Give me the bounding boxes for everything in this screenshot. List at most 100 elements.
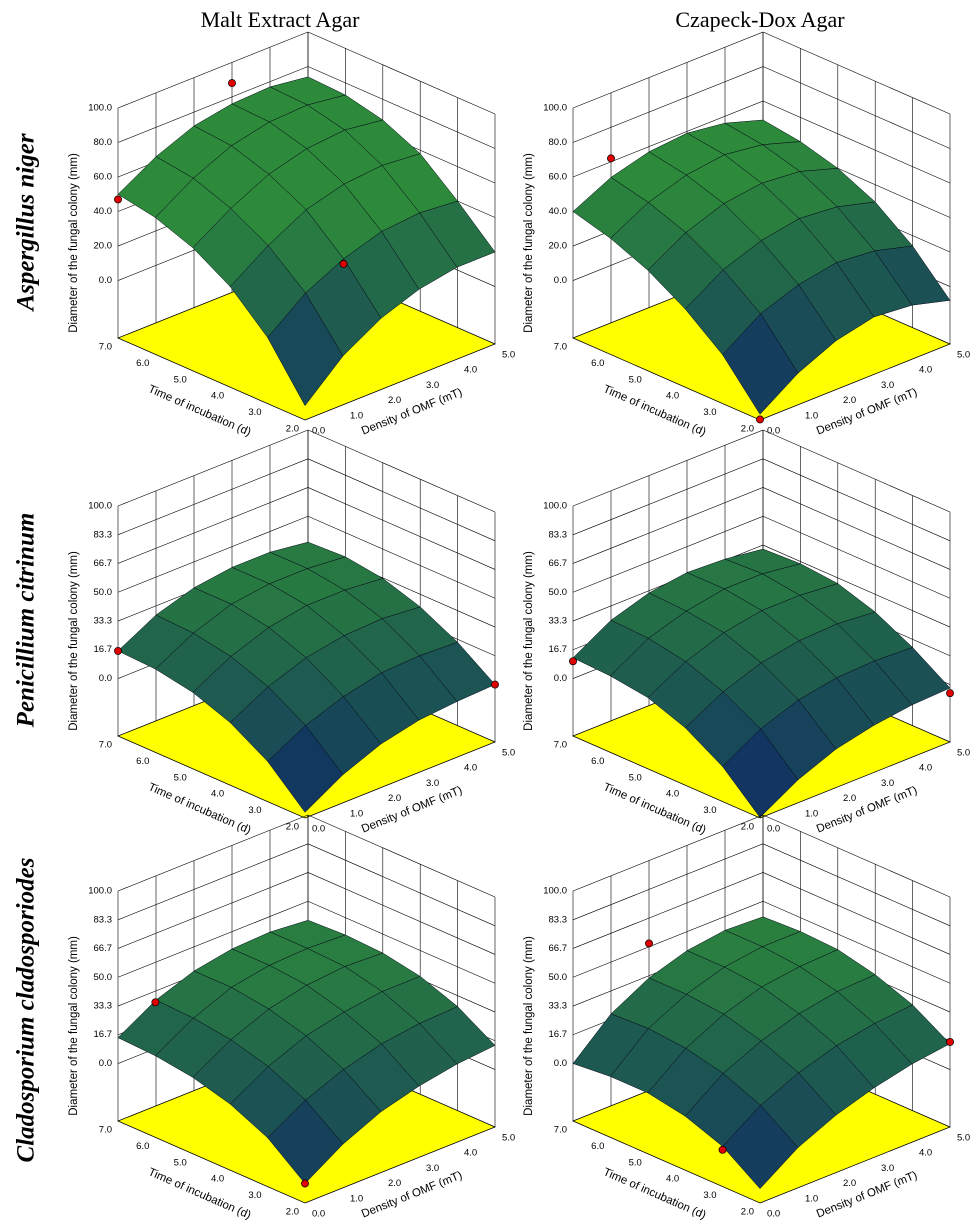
y-tick-label: 6.0 [591,756,604,767]
grid-line [307,429,496,513]
design-point [718,1145,727,1154]
x-tick-label: 4.0 [464,365,477,376]
z-tick-label: 20.0 [549,241,568,252]
grid-line [117,872,309,949]
x-tick-label: 4.0 [919,365,932,376]
z-tick-label: 16.7 [94,1029,113,1040]
row-title: Aspergillus niger [13,133,40,312]
x-tick-label: 1.0 [350,1193,363,1204]
x-tick-label: 5.0 [502,350,515,361]
z-tick-label: 50.0 [94,587,113,598]
y-tick-label: 5.0 [174,772,187,783]
y-tick-label: 3.0 [248,407,261,418]
x-tick-label: 4.0 [919,1148,932,1159]
grid-line [572,487,764,564]
z-tick-label: 0.0 [554,1058,567,1069]
y-tick-label: 6.0 [591,1141,604,1152]
z-axis-title: Diameter of the fungal colony (mm) [68,153,80,333]
y-tick-label: 7.0 [99,342,112,353]
design-point [569,657,577,666]
z-tick-label: 80.0 [94,137,113,148]
grid-line [117,458,309,536]
x-tick-label: 4.0 [919,763,932,774]
grid-line [117,814,309,892]
z-axis-title: Diameter of the fungal colony (mm) [523,551,535,731]
design-point [151,998,160,1007]
grid-line [572,843,764,921]
z-tick-label: 100.0 [88,501,112,512]
grid-line [572,100,764,178]
y-tick-label: 5.0 [629,374,642,385]
z-tick-label: 66.7 [549,943,568,954]
z-tick-label: 0.0 [99,275,112,286]
grid-line [572,515,764,593]
grid-line [762,487,951,570]
x-tick-label: 1.0 [805,808,818,819]
x-axis-title: Density of OMF (mT) [815,1169,919,1220]
grid-line [307,515,496,599]
z-tick-label: 16.7 [549,1029,568,1040]
surface-patch [267,292,344,407]
z-tick-label: 100.0 [543,501,567,512]
surface-patch [267,1099,344,1184]
grid-line [307,872,496,955]
z-tick-label: 33.3 [549,616,568,627]
z-tick-label: 83.3 [94,529,113,540]
y-tick-label: 4.0 [211,789,224,800]
y-axis-title: Time of incubation (d) [146,1166,252,1222]
z-tick-label: 16.7 [94,644,113,655]
z-axis-title: Diameter of the fungal colony (mm) [523,153,535,333]
x-tick-label: 3.0 [426,1163,439,1174]
grid-line [572,814,764,892]
y-axis-title: Time of incubation (d) [601,383,707,439]
grid-line [307,814,496,898]
x-axis-title: Density of OMF (mT) [815,784,919,835]
grid-line [117,487,309,564]
z-tick-label: 16.7 [549,644,568,655]
z-tick-label: 83.3 [94,914,113,925]
design-point [946,1037,954,1046]
y-tick-label: 3.0 [703,805,716,816]
z-tick-label: 0.0 [99,1058,112,1069]
y-tick-label: 2.0 [741,822,754,833]
grid-line [117,900,309,978]
z-tick-label: 83.3 [549,914,568,925]
grid-line [572,31,764,109]
grid-line [762,544,951,628]
y-tick-label: 6.0 [136,1141,149,1152]
z-tick-label: 50.0 [549,587,568,598]
grid-line [762,100,951,184]
row-title: Cladosporium cladosporiodes [13,858,40,1163]
x-tick-label: 4.0 [464,763,477,774]
y-tick-label: 4.0 [666,1174,679,1185]
z-tick-label: 0.0 [99,673,112,684]
grid-line [117,429,309,507]
z-tick-label: 83.3 [549,529,568,540]
z-tick-label: 60.0 [94,172,113,183]
grid-line [117,31,309,109]
y-tick-label: 5.0 [629,1157,642,1168]
x-tick-label: 0.0 [767,1209,780,1220]
z-tick-label: 33.3 [94,616,113,627]
y-tick-label: 3.0 [248,1190,261,1201]
grid-line [307,458,496,542]
y-tick-label: 4.0 [666,391,679,402]
x-tick-label: 0.0 [312,1209,325,1220]
design-point [756,415,764,424]
y-tick-label: 2.0 [286,424,299,435]
x-tick-label: 3.0 [881,778,894,789]
z-tick-label: 80.0 [549,137,568,148]
y-tick-label: 2.0 [286,822,299,833]
z-tick-label: 66.7 [94,558,113,569]
x-tick-label: 2.0 [388,1178,401,1189]
grid-line [572,900,764,978]
design-point [114,646,122,655]
grid-line [572,872,764,949]
z-tick-label: 40.0 [549,206,568,217]
x-tick-label: 4.0 [464,1148,477,1159]
y-tick-label: 5.0 [629,772,642,783]
y-axis-title: Time of incubation (d) [146,781,252,837]
x-tick-label: 1.0 [805,1193,818,1204]
y-tick-label: 5.0 [174,374,187,385]
